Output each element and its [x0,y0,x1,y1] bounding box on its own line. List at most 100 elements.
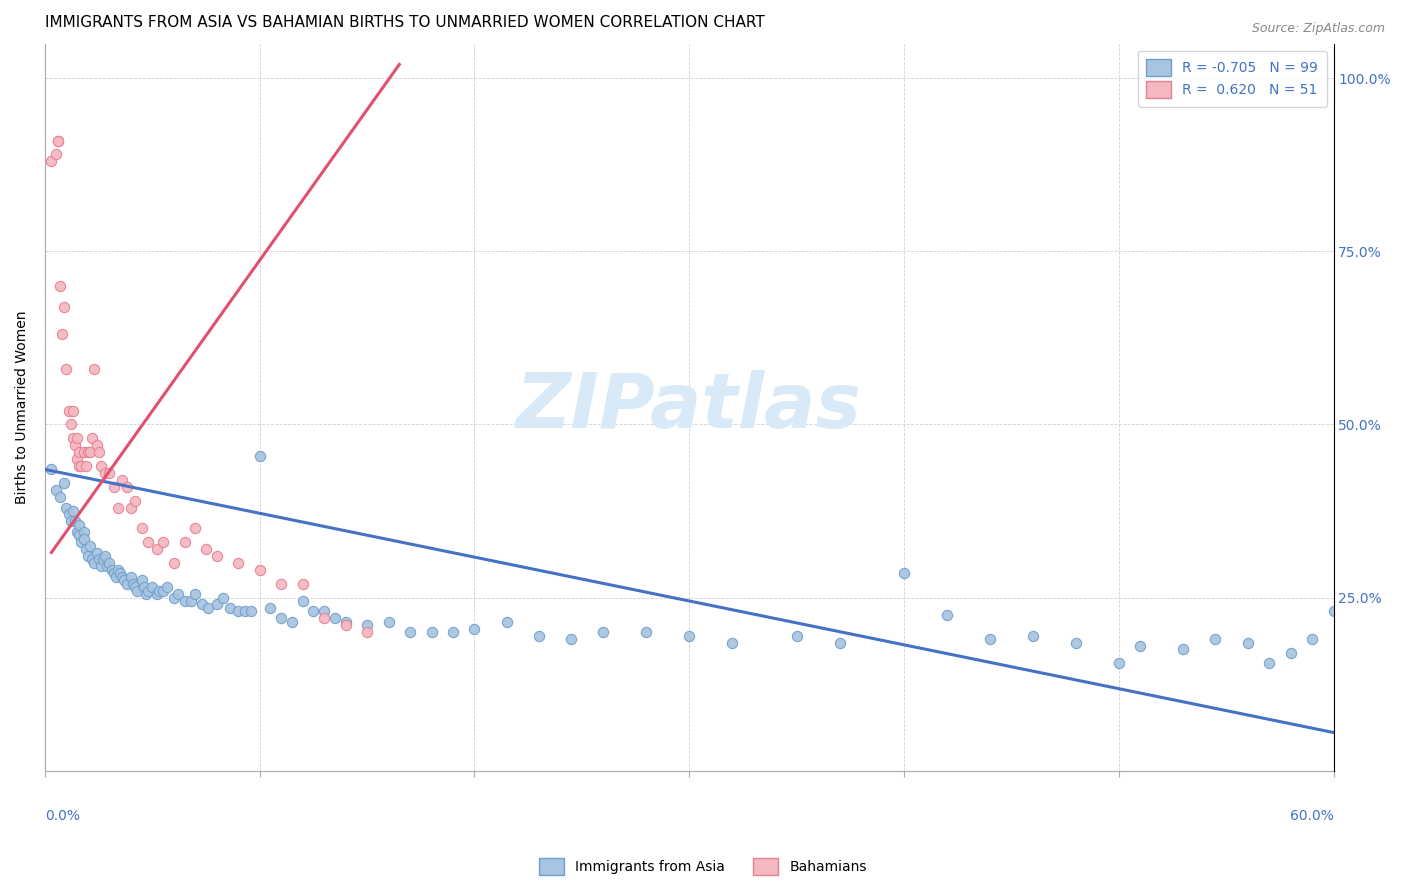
Point [302,604,325,618]
Point [1236,635,1258,649]
Point [75,542,97,557]
Point [62,431,84,445]
Point [131,521,153,535]
Point [132,580,155,594]
Point [233,604,256,618]
Legend: R = -0.705   N = 99, R =  0.620   N = 51: R = -0.705 N = 99, R = 0.620 N = 51 [1137,51,1327,107]
Point [190,598,212,612]
Point [495,615,517,629]
Point [281,615,304,629]
Point [100,563,122,577]
Point [124,580,146,594]
Point [51,327,73,342]
Point [936,607,959,622]
Point [180,594,202,608]
Point [66,524,89,539]
Point [335,618,357,632]
Point [98,466,121,480]
Point [721,635,744,649]
Point [107,500,129,515]
Point [323,611,346,625]
Point [1279,646,1302,660]
Point [77,549,100,563]
Point [131,573,153,587]
Point [77,445,100,459]
Point [66,452,89,467]
Point [90,559,112,574]
Point [356,625,378,640]
Y-axis label: Births to Unmarried Women: Births to Unmarried Women [15,310,30,504]
Point [91,552,114,566]
Point [67,458,90,473]
Point [94,549,117,563]
Point [72,524,94,539]
Point [828,635,851,649]
Point [184,587,207,601]
Point [979,632,1001,646]
Point [79,445,101,459]
Point [270,611,292,625]
Point [98,556,121,570]
Point [259,601,281,615]
Point [249,563,271,577]
Text: ZIPatlas: ZIPatlas [516,370,862,444]
Point [270,576,292,591]
Point [197,601,219,615]
Point [62,504,84,518]
Point [291,594,314,608]
Point [314,611,336,625]
Point [90,458,112,473]
Point [636,625,658,640]
Point [399,625,422,640]
Point [145,587,167,601]
Point [53,300,76,314]
Point [560,632,582,646]
Point [145,542,167,557]
Point [67,517,90,532]
Point [115,576,138,591]
Text: IMMIGRANTS FROM ASIA VS BAHAMIAN BIRTHS TO UNMARRIED WOMEN CORRELATION CHART: IMMIGRANTS FROM ASIA VS BAHAMIAN BIRTHS … [45,15,765,30]
Point [103,480,125,494]
Point [75,458,97,473]
Point [148,583,170,598]
Point [104,570,127,584]
Point [1108,657,1130,671]
Point [59,514,82,528]
Point [135,587,157,601]
Point [1258,657,1281,671]
Point [1301,632,1323,646]
Point [115,480,138,494]
Point [314,604,336,618]
Point [67,445,90,459]
Point [46,134,69,148]
Point [53,476,76,491]
Point [79,539,101,553]
Point [46,134,69,148]
Point [108,566,131,581]
Point [45,147,67,161]
Point [72,445,94,459]
Point [63,438,86,452]
Point [107,563,129,577]
Point [58,508,80,522]
Point [70,458,93,473]
Point [1204,632,1226,646]
Point [335,615,357,629]
Point [1129,639,1152,653]
Point [184,521,207,535]
Point [1173,642,1195,657]
Point [122,576,145,591]
Point [66,431,89,445]
Point [226,556,249,570]
Point [205,598,228,612]
Point [291,576,314,591]
Text: Source: ZipAtlas.com: Source: ZipAtlas.com [1251,22,1385,36]
Point [124,493,146,508]
Point [87,552,110,566]
Point [114,573,136,587]
Point [41,462,63,476]
Point [136,583,159,598]
Point [1322,604,1344,618]
Point [111,570,134,584]
Point [167,587,190,601]
